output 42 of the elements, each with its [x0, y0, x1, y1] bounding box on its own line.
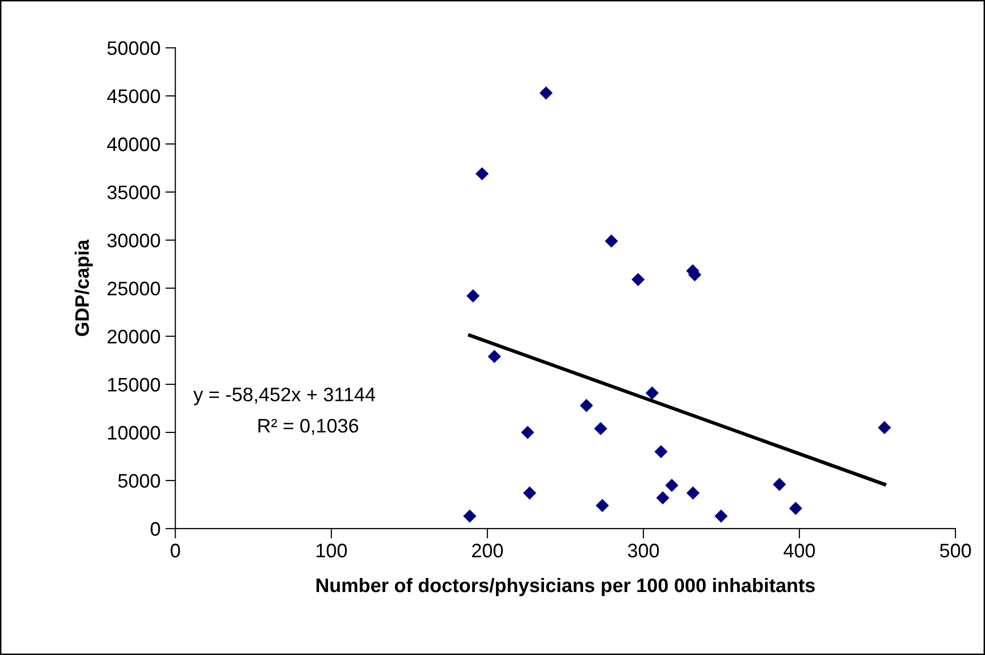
annotation: R² = 0,1036 — [258, 418, 358, 435]
y-axis-title: GDP/capia — [74, 239, 93, 336]
y-tick-label: 25000 — [108, 282, 160, 296]
y-tick-label: 0 — [150, 522, 160, 536]
y-tick-label: 20000 — [108, 330, 160, 344]
y-tick-label: 5000 — [118, 474, 160, 488]
y-tick-label: 40000 — [107, 137, 160, 152]
y-tick-label: 45000 — [107, 89, 160, 104]
x-tick-label: 300 — [628, 544, 659, 558]
point — [580, 398, 594, 412]
point — [665, 478, 678, 492]
point — [463, 509, 476, 523]
point — [523, 486, 536, 500]
point — [878, 421, 892, 434]
point — [646, 386, 659, 400]
point — [488, 350, 501, 364]
point — [594, 422, 608, 436]
y-tick-label: 35000 — [107, 186, 160, 200]
x-tick-label: 500 — [940, 544, 971, 558]
x-tick-label: 400 — [784, 544, 815, 558]
point — [772, 478, 786, 491]
x-tick-label: 0 — [170, 544, 180, 558]
point — [539, 86, 553, 100]
point — [521, 426, 534, 440]
point — [466, 289, 480, 302]
y-tick-label: 50000 — [107, 41, 160, 56]
point — [714, 509, 728, 523]
y-tick-label: 15000 — [108, 378, 160, 392]
x-tick-label: 100 — [316, 544, 347, 558]
point — [596, 498, 609, 512]
point — [604, 234, 618, 248]
annotation: y = -58,452x + 31144 — [193, 388, 376, 406]
y-tick-label: 30000 — [107, 234, 160, 248]
point — [789, 502, 802, 515]
x-axis-title: Number of doctors/physicians per 100 000 inhabitants — [316, 578, 815, 596]
point — [686, 486, 700, 500]
point — [632, 272, 645, 286]
point — [656, 491, 670, 504]
x-tick-label: 200 — [472, 544, 503, 558]
y-tick-label: 10000 — [108, 426, 160, 440]
point — [654, 445, 668, 458]
point — [475, 167, 489, 180]
